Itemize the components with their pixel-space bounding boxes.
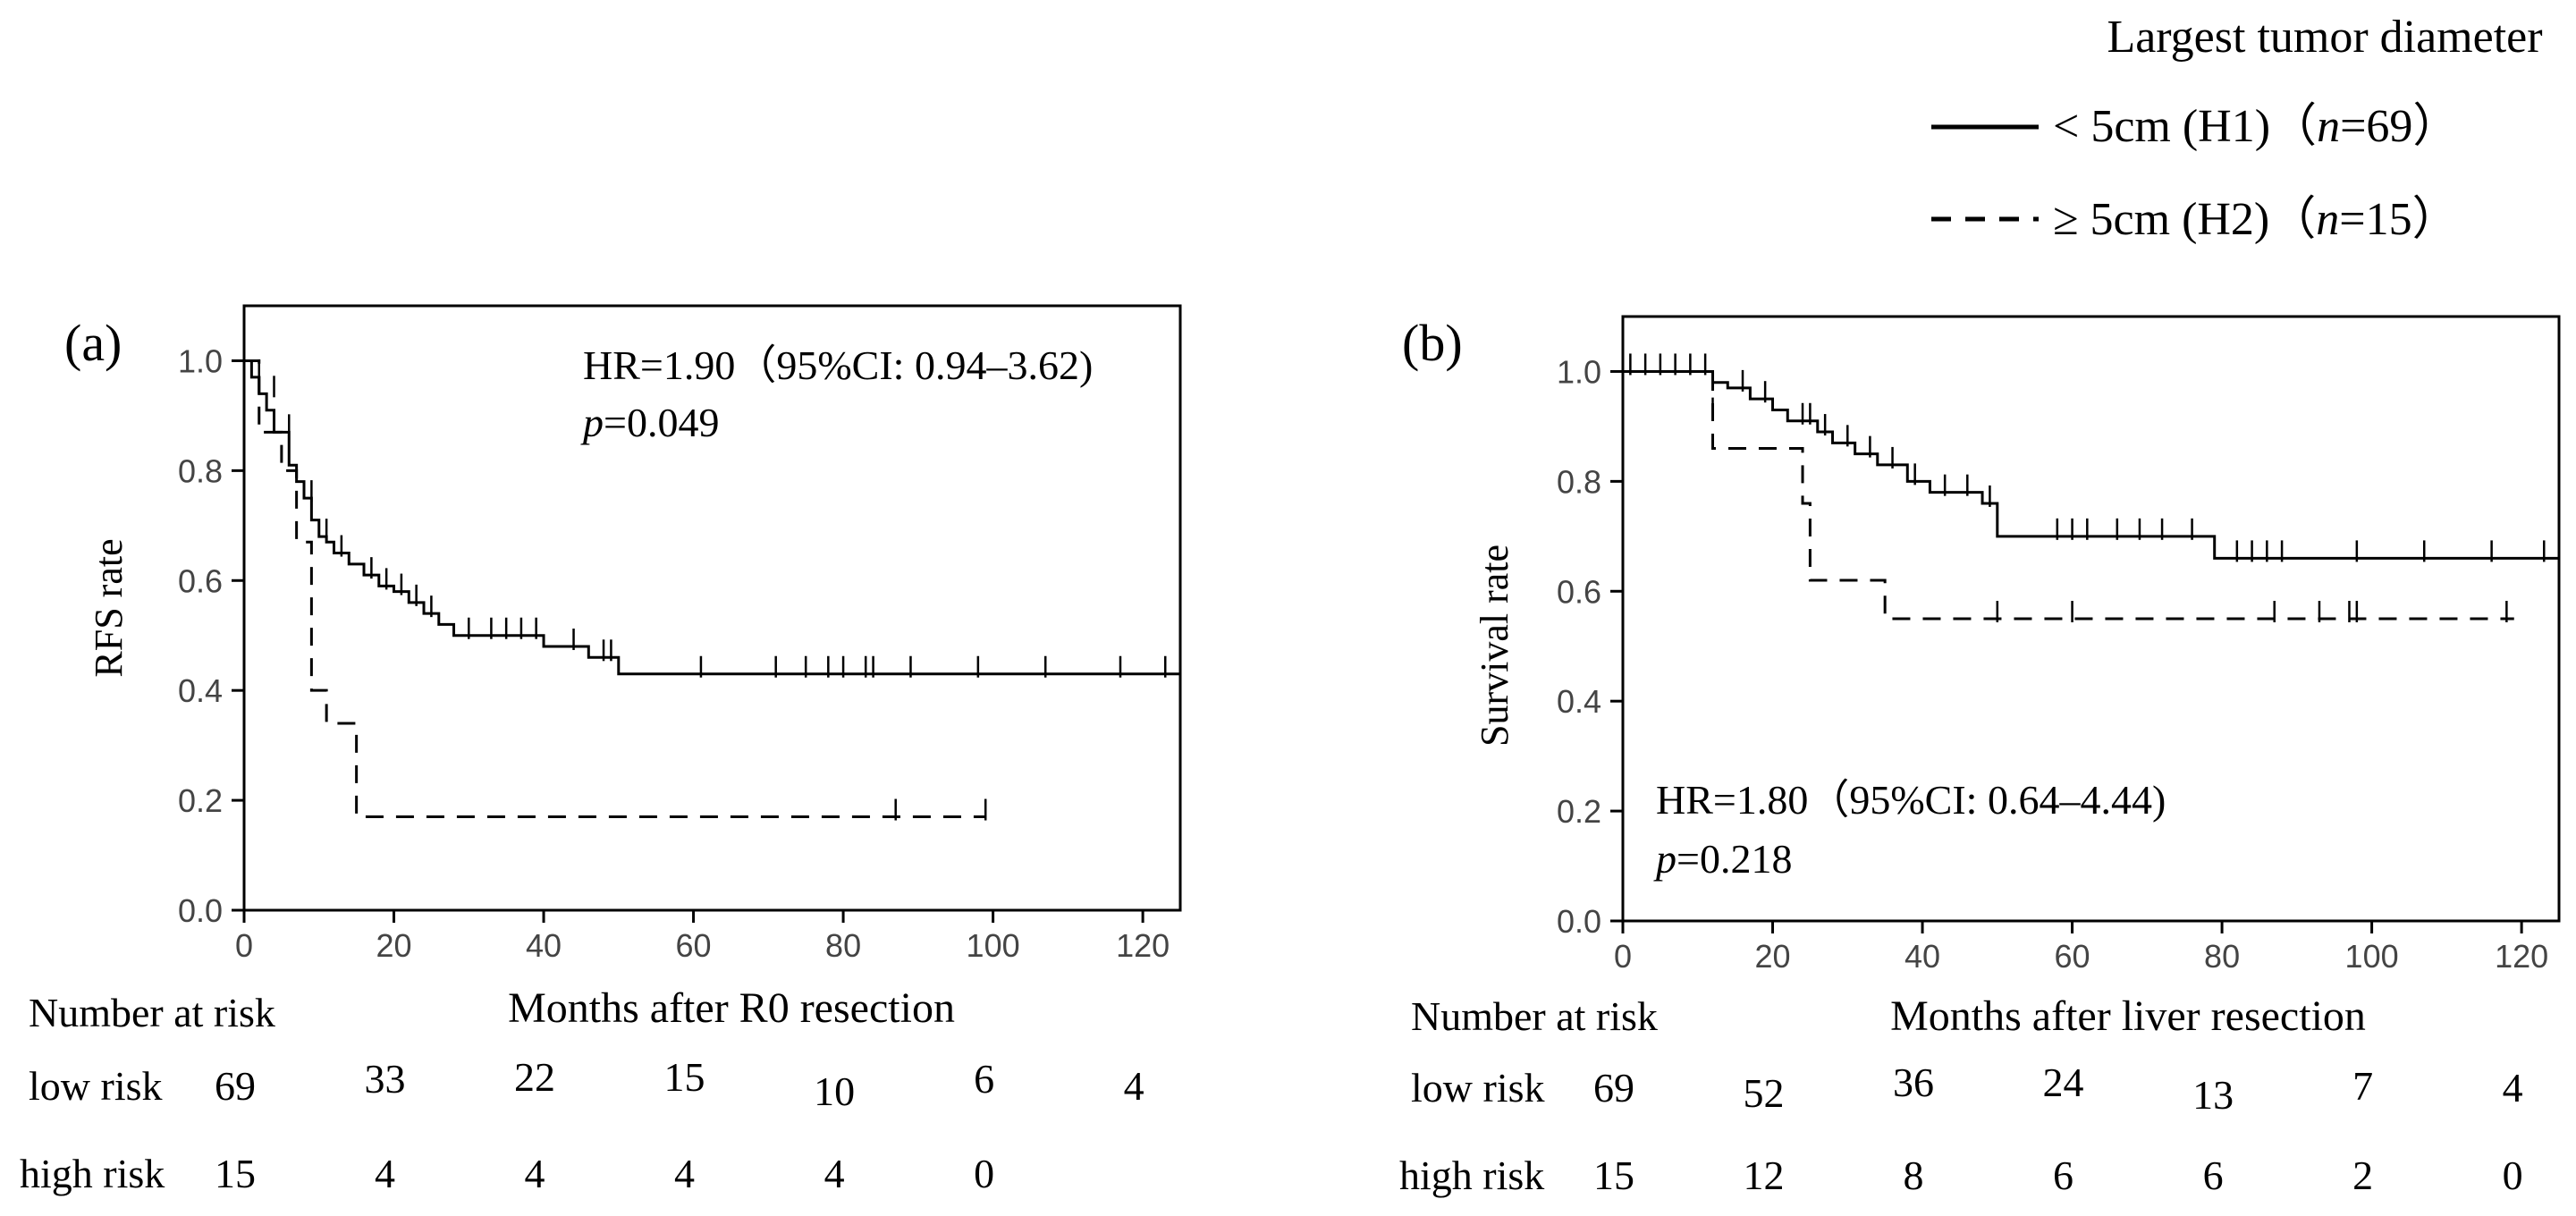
y-tick-label: 0.4	[1557, 683, 1601, 720]
panel-b-risk-table: Number at risk low risk high risk 69 52 36…	[1399, 993, 2523, 1198]
x-tick-label: 100	[2345, 938, 2399, 975]
panel-b-label: (b)	[1402, 314, 1463, 372]
panel-a-xticks: 0 20 40 60 80 100 120	[235, 910, 1170, 964]
x-tick-label: 40	[526, 927, 562, 964]
x-tick-label: 60	[2055, 938, 2090, 975]
panel-a-xlabel: Months after R0 resection	[508, 984, 955, 1032]
panel-a-curves	[244, 359, 1180, 821]
y-tick-label: 0.4	[178, 672, 223, 709]
risk-value: 7	[2352, 1063, 2373, 1109]
y-tick-label: 0.6	[1557, 573, 1601, 610]
km-curve-h1	[244, 359, 1180, 676]
y-tick-label: 0.0	[1557, 903, 1601, 940]
y-tick-label: 0.2	[1557, 793, 1601, 830]
risk-value: 4	[674, 1151, 695, 1196]
panel-b-curves	[1623, 353, 2559, 622]
panel-a-risk-header: Number at risk	[29, 990, 275, 1035]
x-tick-label: 0	[1614, 938, 1632, 975]
x-tick-label: 60	[676, 927, 712, 964]
risk-value: 36	[1893, 1060, 1934, 1105]
risk-value: 15	[215, 1151, 256, 1196]
risk-value: 22	[514, 1054, 555, 1100]
panel-a-risk-table: Number at risk low risk high risk 69 33 22…	[20, 990, 1144, 1196]
panel-a-risk-values: 69 33 22 15 10 6 4 15 4 4 4 4 0	[215, 1054, 1144, 1196]
x-tick-label: 20	[376, 927, 411, 964]
risk-value: 2	[2352, 1153, 2373, 1198]
risk-value: 8	[1904, 1153, 1924, 1198]
panel-b: (b) Survival rate Months after liver res…	[1399, 314, 2561, 1198]
x-tick-label: 120	[1116, 927, 1170, 964]
risk-value: 0	[974, 1151, 994, 1196]
risk-value: 6	[2203, 1153, 2224, 1198]
risk-value: 69	[215, 1063, 256, 1109]
panel-b-yticks: 0.0 0.2 0.4 0.6 0.8 1.0	[1557, 353, 1623, 940]
y-tick-label: 0.8	[178, 452, 223, 489]
x-tick-label: 80	[2204, 938, 2240, 975]
panel-a-plot-frame	[242, 304, 1182, 912]
panel-b-ylabel: Survival rate	[1473, 545, 1516, 747]
panel-b-hr: HR=1.80（95%CI: 0.64–4.44)	[1656, 777, 2166, 823]
km-curve-h1	[1623, 369, 2559, 560]
panel-a-yticks: 0.0 0.2 0.4 0.6 0.8 1.0	[178, 342, 244, 929]
panel-a-ylabel: RFS rate	[87, 538, 131, 677]
y-tick-label: 0.0	[178, 892, 223, 929]
panel-b-xlabel: Months after liver resection	[1890, 992, 2366, 1040]
legend-title: Largest tumor diameter	[2107, 12, 2542, 63]
x-tick-label: 20	[1754, 938, 1790, 975]
risk-value: 4	[375, 1151, 395, 1196]
panel-a: (a) RFS rate Months after R0 resection H…	[20, 304, 1182, 1196]
panel-b-risk-values: 69 52 36 24 13 7 4 15 12 8 6 6 2 0	[1593, 1060, 2523, 1198]
risk-value: 69	[1593, 1065, 1634, 1110]
km-curve-h2	[244, 359, 986, 819]
panel-b-xticks: 0 20 40 60 80 100 120	[1614, 921, 2548, 975]
x-tick-label: 120	[2495, 938, 2548, 975]
risk-value: 4	[525, 1151, 545, 1196]
panel-b-risk-row-label: low risk	[1411, 1065, 1545, 1110]
legend-item-h1: < 5cm (H1)（n=69）	[2053, 101, 2459, 152]
y-tick-label: 0.8	[1557, 463, 1601, 500]
risk-value: 4	[824, 1151, 845, 1196]
y-tick-label: 0.6	[178, 562, 223, 599]
risk-value: 24	[2043, 1060, 2084, 1105]
panel-a-pvalue: p=0.049	[580, 400, 719, 445]
x-tick-label: 100	[967, 927, 1020, 964]
risk-value: 6	[2053, 1153, 2073, 1198]
panel-b-risk-row-label: high risk	[1399, 1153, 1544, 1198]
x-tick-label: 80	[825, 927, 861, 964]
panel-a-risk-row-label: low risk	[29, 1063, 163, 1109]
risk-value: 10	[814, 1068, 855, 1114]
panel-a-risk-row-label: high risk	[20, 1151, 165, 1196]
risk-value: 4	[2503, 1065, 2523, 1110]
risk-value: 15	[664, 1054, 705, 1100]
risk-value: 33	[365, 1056, 406, 1102]
panel-a-label: (a)	[64, 314, 122, 372]
panel-b-pvalue: p=0.218	[1653, 836, 1792, 882]
risk-value: 0	[2503, 1153, 2523, 1198]
risk-value: 4	[1124, 1063, 1144, 1109]
km-curve-h2	[1623, 369, 2514, 621]
risk-value: 15	[1593, 1153, 1634, 1198]
y-tick-label: 1.0	[1557, 353, 1601, 390]
x-tick-label: 0	[235, 927, 253, 964]
legend-item-h2: ≥ 5cm (H2)（n=15）	[2053, 194, 2459, 245]
risk-value: 52	[1744, 1070, 1785, 1116]
panel-a-hr: HR=1.90（95%CI: 0.94–3.62)	[583, 342, 1093, 388]
legend: Largest tumor diameter < 5cm (H1)（n=69） …	[1931, 12, 2543, 245]
panel-b-risk-header: Number at risk	[1411, 993, 1658, 1039]
y-tick-label: 1.0	[178, 342, 223, 379]
risk-value: 6	[974, 1056, 994, 1102]
y-tick-label: 0.2	[178, 782, 223, 819]
x-tick-label: 40	[1905, 938, 1940, 975]
risk-value: 13	[2192, 1072, 2234, 1118]
panel-b-plot-frame	[1621, 315, 2561, 923]
risk-value: 12	[1744, 1153, 1785, 1198]
